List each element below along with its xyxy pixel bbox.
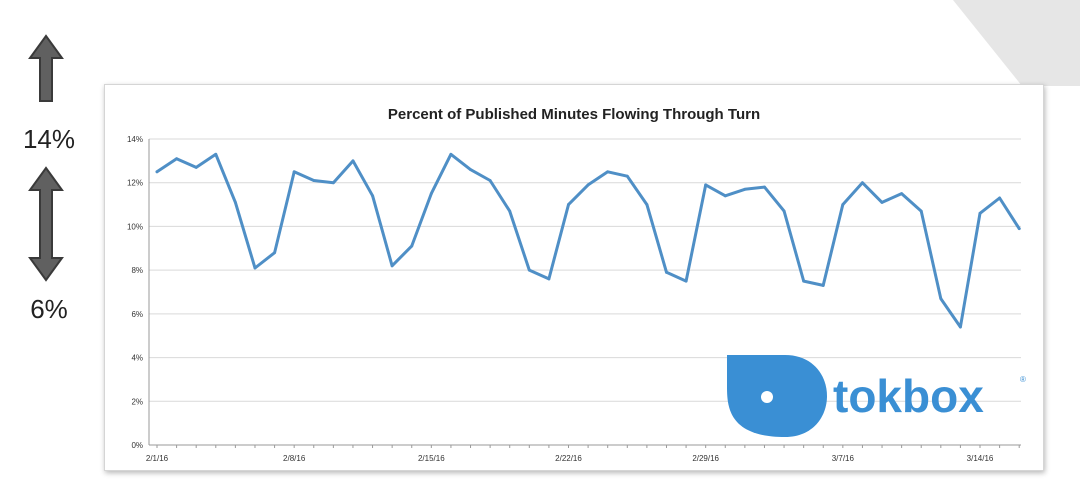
y-tick-label: 6% (131, 310, 143, 319)
line-chart: Percent of Published Minutes Flowing Thr… (127, 106, 1026, 463)
lower-percent-label: 6% (30, 294, 68, 324)
data-point (645, 203, 649, 206)
data-point (567, 203, 570, 206)
y-tick-label: 12% (127, 179, 143, 188)
data-point (861, 181, 864, 185)
data-point (704, 183, 708, 187)
x-tick-label: 2/22/16 (555, 454, 582, 463)
data-point (586, 183, 590, 187)
x-tick-label: 2/1/16 (146, 454, 169, 463)
data-point (429, 192, 433, 196)
data-point (527, 268, 531, 272)
data-point (312, 179, 316, 182)
data-point (919, 209, 923, 213)
data-point (469, 168, 472, 171)
data-point (1017, 227, 1021, 231)
data-point (371, 194, 374, 198)
tokbox-logo-icon (727, 355, 827, 437)
data-point (194, 166, 198, 169)
data-point (782, 209, 786, 213)
y-tick-label: 10% (127, 222, 143, 231)
logo-dot (761, 391, 773, 403)
x-tick-label: 2/15/16 (418, 454, 445, 463)
x-axis-ticks: 2/1/16 2/8/16 2/15/16 2/22/16 2/29/16 3/7/16 3… (146, 454, 994, 463)
chart-title: Percent of Published Minutes Flowing Thr… (388, 106, 760, 123)
logo-wordmark: tokbox (833, 370, 984, 422)
series-layer (155, 152, 1021, 329)
data-point (743, 187, 747, 191)
y-tick-label: 2% (131, 397, 143, 406)
data-point (978, 211, 982, 215)
data-point (253, 266, 257, 270)
data-point (351, 159, 355, 163)
data-point (488, 179, 492, 182)
upper-percent-label: 14% (22, 124, 76, 154)
data-point (665, 270, 668, 274)
data-point (233, 200, 237, 204)
gridlines (149, 138, 1021, 402)
data-point (763, 185, 766, 189)
x-tick-label: 3/7/16 (832, 454, 855, 463)
up-arrow-icon (28, 34, 64, 102)
data-point (998, 196, 1002, 200)
data-point (939, 297, 943, 300)
data-point (625, 174, 629, 178)
logo-registered-mark: ® (1020, 375, 1026, 384)
axes (148, 139, 1021, 448)
data-point (606, 170, 610, 174)
data-point (959, 325, 962, 329)
tokbox-logo: tokbox ® (727, 355, 1026, 437)
series-line (155, 152, 1021, 329)
x-tick-label: 2/29/16 (692, 454, 719, 463)
data-point (175, 157, 178, 161)
data-point (331, 181, 335, 185)
data-point (821, 284, 825, 287)
x-tick-label: 2/8/16 (283, 454, 306, 463)
data-point (900, 192, 904, 196)
y-tick-label: 14% (127, 135, 143, 144)
data-point (214, 152, 218, 156)
y-axis-ticks: 0% 2% 4% 6% 8% 10% 12% 14% (127, 135, 143, 450)
data-point (410, 244, 414, 248)
arrow-indicators (28, 34, 64, 282)
data-point (273, 251, 276, 255)
y-tick-label: 8% (131, 266, 143, 275)
data-point (449, 152, 453, 156)
data-point (723, 194, 727, 198)
y-tick-label: 4% (131, 354, 143, 363)
data-point (841, 203, 845, 206)
data-point (880, 200, 884, 204)
data-point (292, 170, 296, 174)
data-point (155, 170, 159, 174)
data-point (684, 279, 688, 283)
data-point (508, 209, 512, 213)
y-tick-label: 0% (131, 441, 143, 450)
x-tick-label: 3/14/16 (967, 454, 994, 463)
chart-frame: Percent of Published Minutes Flowing Thr… (104, 84, 1044, 471)
data-point (547, 277, 551, 281)
up-down-arrow-icon (28, 166, 64, 282)
data-point (802, 279, 806, 283)
data-point (390, 264, 394, 268)
